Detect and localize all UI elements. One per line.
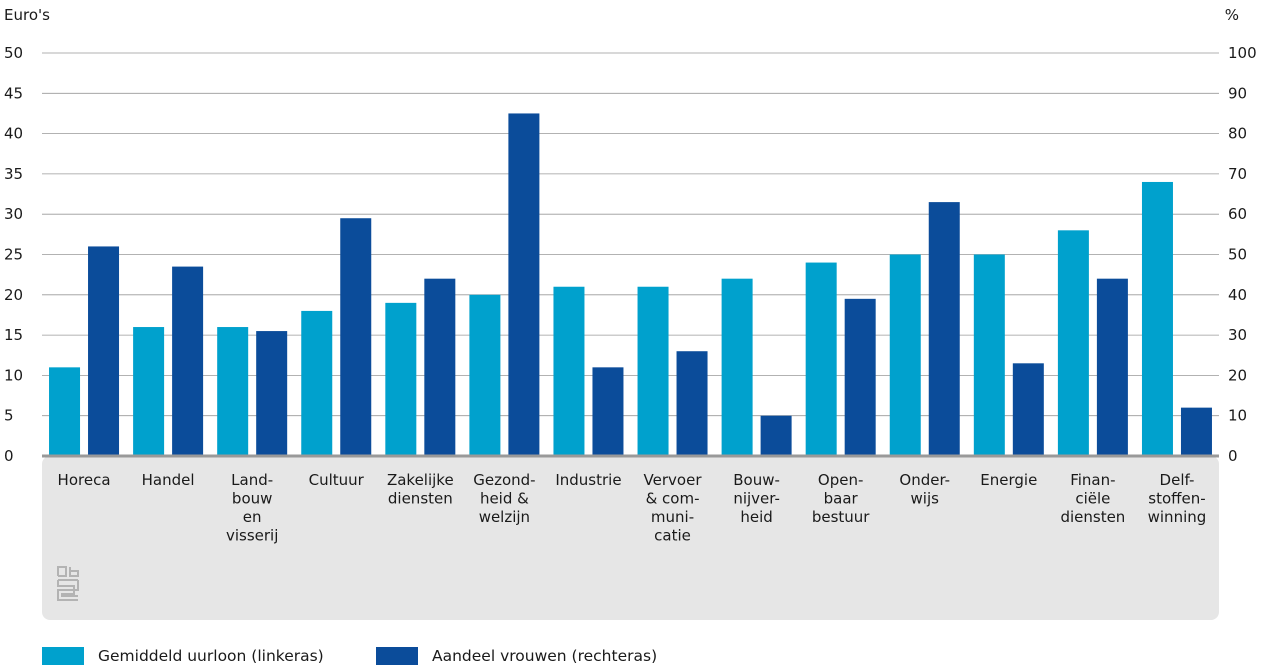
- category-label: Cultuur: [309, 471, 365, 489]
- bar-women-share: [760, 415, 792, 456]
- bar-women-share: [844, 298, 876, 456]
- label-band-background: [42, 456, 1219, 620]
- right-axis-tick-label: 0: [1228, 447, 1238, 465]
- category-label: Gezond-heid & welzijn: [473, 471, 535, 526]
- legend-label-women-share: Aandeel vrouwen (rechteras): [432, 647, 658, 665]
- right-axis-tick-label: 100: [1228, 44, 1257, 62]
- bar-women-share: [676, 351, 708, 456]
- left-axis-tick-label: 35: [4, 165, 23, 183]
- bar-hourly-wage: [49, 367, 81, 456]
- right-axis-tick-label: 20: [1228, 366, 1247, 384]
- bar-women-share: [592, 367, 624, 456]
- legend-item-women-share: Aandeel vrouwen (rechteras): [376, 647, 657, 665]
- bar-hourly-wage: [721, 278, 753, 456]
- bar-women-share: [340, 218, 372, 456]
- bars: [42, 113, 1219, 458]
- category-label: Onder-wijs: [899, 471, 950, 508]
- bar-women-share: [1096, 278, 1128, 456]
- bar-women-share: [1180, 407, 1212, 456]
- left-axis-tick-label: 15: [4, 326, 23, 344]
- left-axis-tick-label: 25: [4, 246, 23, 264]
- bar-hourly-wage: [889, 254, 921, 456]
- bar-women-share: [424, 278, 456, 456]
- left-axis-tick-label: 45: [4, 84, 23, 102]
- right-axis-tick-label: 90: [1228, 84, 1247, 102]
- bar-women-share: [172, 266, 204, 456]
- bar-women-share: [928, 202, 960, 456]
- left-axis-tick-label: 50: [4, 44, 23, 62]
- right-axis-tick-label: 40: [1228, 286, 1247, 304]
- left-axis-tick-label: 20: [4, 286, 23, 304]
- bar-hourly-wage: [805, 262, 837, 456]
- right-axis-tick-label: 60: [1228, 205, 1247, 223]
- category-labels: Horeca Handel Land-bouw en visserij Cultuur Za…: [58, 471, 1207, 545]
- cbs-logo-icon: [57, 566, 79, 606]
- left-axis-tick-label: 0: [4, 447, 14, 465]
- bar-hourly-wage: [133, 327, 165, 456]
- category-label: Finan-ciële diensten: [1060, 471, 1125, 526]
- right-axis-tick-label: 70: [1228, 165, 1247, 183]
- bar-hourly-wage: [385, 302, 417, 456]
- bar-women-share: [508, 113, 540, 456]
- left-axis-tick-label: 30: [4, 205, 23, 223]
- bar-hourly-wage: [217, 327, 249, 456]
- legend-label-hourly-wage: Gemiddeld uurloon (linkeras): [98, 647, 324, 665]
- bar-hourly-wage: [1141, 181, 1173, 456]
- right-axis-tick-label: 30: [1228, 326, 1247, 344]
- legend-item-hourly-wage: Gemiddeld uurloon (linkeras): [42, 647, 324, 665]
- bar-hourly-wage: [637, 286, 669, 456]
- right-axis-tick-label: 50: [1228, 246, 1247, 264]
- right-axis-unit: %: [1224, 6, 1239, 24]
- left-axis-tick-label: 5: [4, 407, 14, 425]
- category-label: Horeca: [58, 471, 111, 489]
- bar-hourly-wage: [301, 310, 333, 456]
- bar-women-share: [88, 246, 120, 456]
- legend-swatch-women-share: [376, 647, 418, 665]
- category-label: Industrie: [555, 471, 621, 489]
- bar-hourly-wage: [553, 286, 585, 456]
- left-axis-tick-label: 40: [4, 125, 23, 143]
- left-axis-unit: Euro's: [4, 6, 50, 24]
- right-axis-tick-label: 10: [1228, 407, 1247, 425]
- legend-swatch-hourly-wage: [42, 647, 84, 665]
- category-label: Zakelijke diensten: [387, 471, 454, 508]
- category-label: Delf-stoffen-winning: [1148, 471, 1207, 526]
- bar-women-share: [256, 331, 288, 456]
- category-label: Energie: [980, 471, 1037, 489]
- category-label: Open-baar bestuur: [812, 471, 870, 526]
- left-axis-tick-label: 10: [4, 366, 23, 384]
- category-label: Bouw-nijver-heid: [733, 471, 780, 526]
- bar-women-share: [1012, 363, 1044, 456]
- bar-hourly-wage: [1057, 230, 1089, 456]
- bar-chart: 0 5 10 15 20 25 30 35 40 45 50 0 10 20 30 40 50 60 70 80 90 1…: [4, 44, 1257, 620]
- bar-hourly-wage: [469, 294, 501, 456]
- category-label: Land-bouw en visserij: [226, 471, 278, 545]
- category-label: Handel: [142, 471, 195, 489]
- category-label: Vervoer & com-muni-catie: [644, 471, 703, 545]
- category-label-band: [42, 456, 1219, 620]
- bar-hourly-wage: [973, 254, 1005, 456]
- axis-ticks: 0 5 10 15 20 25 30 35 40 45 50 0 10 20 30 40 50 60 70 80 90 1…: [4, 44, 1257, 465]
- right-axis-tick-label: 80: [1228, 125, 1247, 143]
